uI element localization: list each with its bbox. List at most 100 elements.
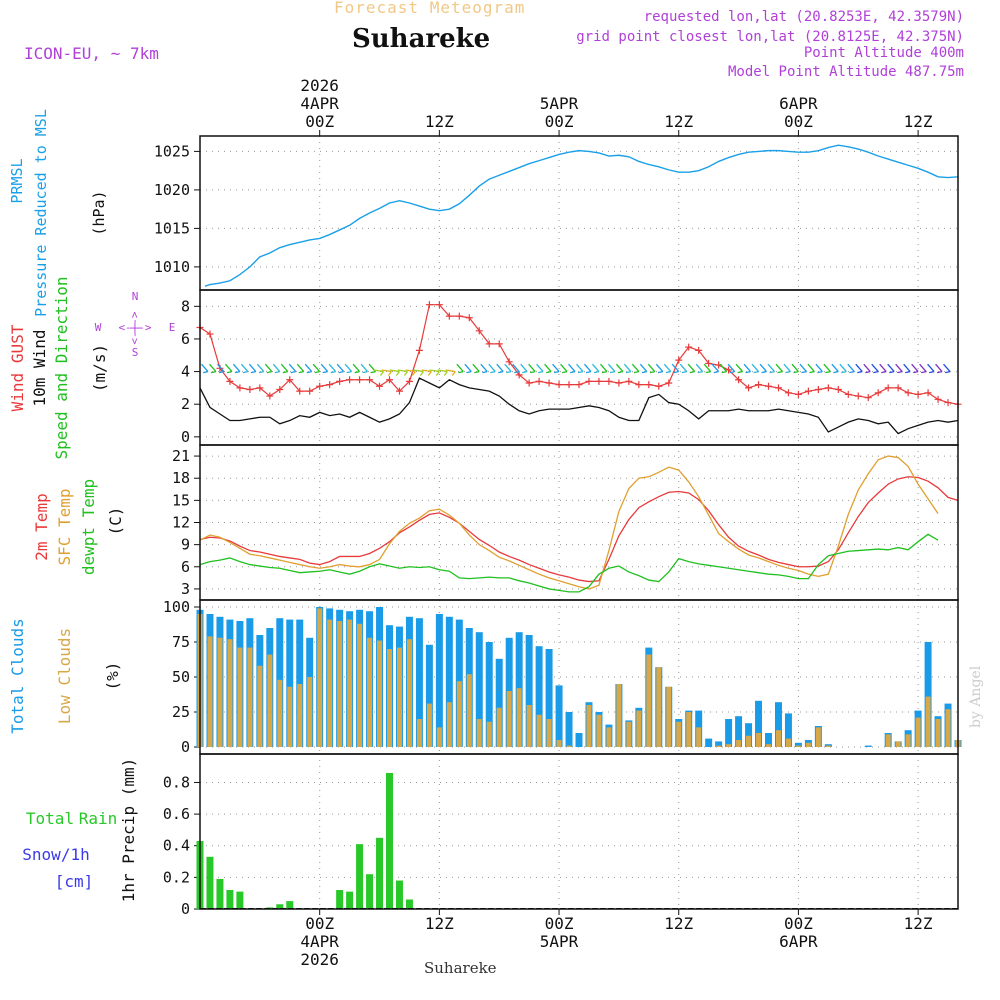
total-cloud-bar: [475, 632, 483, 747]
top-time-label: 12Z: [425, 112, 454, 131]
wind-gust-point: [824, 384, 832, 392]
cloud-label-total: Total Clouds: [8, 618, 27, 734]
y-tick-label: 0: [181, 900, 190, 918]
wind-gust-point: [475, 327, 483, 335]
rain-bar: [206, 856, 214, 909]
top-time-label: 00Z: [545, 112, 574, 131]
y-tick-label: 25: [172, 703, 190, 721]
wind-gust-point: [854, 392, 862, 400]
wind-direction-arrow: [405, 369, 416, 376]
wind-gust-point: [814, 386, 822, 394]
y-tick-label: 6: [181, 330, 190, 348]
low-cloud-bar: [676, 721, 682, 747]
wind-direction-arrow: [927, 363, 935, 374]
low-cloud-bar: [396, 647, 402, 747]
wind-gust-point: [435, 301, 443, 309]
wind-gust-point: [924, 389, 932, 397]
low-cloud-bar: [646, 654, 652, 747]
wind-direction-arrow: [248, 363, 257, 374]
total-cloud-bar: [774, 702, 782, 747]
wind-direction-arrow: [743, 363, 752, 374]
low-cloud-bar: [716, 745, 722, 747]
wind-direction-arrow: [480, 363, 488, 374]
wind-gust-point: [635, 381, 643, 389]
low-cloud-bar: [885, 734, 891, 747]
wind-direction-arrow: [631, 363, 640, 374]
bottom-time-label: 12Z: [425, 914, 454, 933]
wind-gust-point: [565, 381, 573, 389]
wind-direction-arrow: [615, 363, 624, 374]
rain-bar: [286, 901, 294, 909]
total-cloud-bar: [495, 658, 503, 747]
meteogram-subtitle: Forecast Meteogram: [334, 0, 526, 17]
low-cloud-bar: [416, 719, 422, 747]
wind-direction-arrow: [536, 363, 544, 374]
wind-gust-point: [555, 381, 563, 389]
wind-gust-point: [794, 390, 802, 398]
wind-direction-arrow: [623, 363, 632, 374]
direction-legend-n: N: [132, 290, 139, 303]
wind-direction-arrow: [799, 363, 807, 374]
y-tick-label: 15: [172, 491, 190, 509]
wind-gust-point: [276, 386, 284, 394]
wind-direction-arrow: [879, 363, 887, 374]
direction-legend-e: E: [169, 321, 176, 334]
low-cloud-bar: [566, 745, 572, 747]
wind-gust-point: [765, 382, 772, 390]
wind-gust-point: [495, 340, 503, 348]
wind-gust-point: [595, 377, 603, 385]
wind-direction-arrow: [429, 369, 440, 376]
low-cloud-bar: [696, 727, 702, 747]
temp-label-2m: 2m Temp: [32, 493, 51, 560]
total-cloud-bar: [765, 733, 772, 747]
wind-gust-point: [246, 386, 254, 394]
wind-direction-arrow: [496, 363, 504, 374]
rain-bar: [366, 874, 374, 909]
wind-direction-arrow: [663, 363, 672, 374]
low-cloud-bar: [766, 744, 771, 747]
bottom-time-label: 4APR: [300, 932, 339, 951]
y-tick-label: 2: [181, 395, 190, 413]
low-cloud-bar: [805, 742, 811, 747]
direction-legend-w: W: [95, 321, 102, 334]
rain-bar: [376, 837, 384, 909]
low-cloud-bar: [945, 709, 951, 747]
wind-gust-point: [366, 376, 374, 384]
y-tick-label: 1025: [154, 142, 190, 160]
wind-direction-arrow: [679, 363, 688, 374]
total-cloud-bar: [794, 742, 802, 747]
wind-gust-point: [296, 387, 304, 395]
wind-gust-point: [485, 340, 493, 348]
direction-legend-arrow-h: <-|->: [118, 321, 151, 334]
wind-direction-arrow: [560, 363, 568, 374]
credit-watermark: by Angel: [968, 665, 984, 728]
wind-direction-arrow: [288, 363, 297, 374]
wind-direction-arrow: [767, 363, 775, 374]
low-cloud-bar: [237, 647, 243, 747]
total-cloud-bar: [784, 713, 792, 747]
wind-gust-point: [735, 376, 743, 384]
wind-direction-arrow: [552, 363, 560, 374]
bottom-time-label: 12Z: [664, 914, 693, 933]
low-cloud-bar: [476, 719, 482, 747]
precip-label-rain: Rain: [79, 809, 118, 828]
wind-direction-arrow: [504, 363, 512, 374]
y-tick-label: 1010: [154, 258, 190, 276]
wind-direction-arrow: [815, 363, 823, 374]
total-cloud-bar: [864, 745, 872, 747]
low-cloud-bar: [257, 665, 263, 747]
wind-direction-arrow: [544, 363, 552, 374]
rain-bar: [356, 844, 364, 909]
wind-direction-arrow: [312, 363, 321, 374]
bottom-time-label: 2026: [300, 950, 339, 969]
wind-gust-point: [745, 384, 753, 392]
y-tick-label: 12: [172, 514, 190, 532]
wind-gust-point: [206, 330, 214, 338]
top-time-label: 5APR: [540, 94, 579, 113]
low-cloud-bar: [686, 712, 692, 747]
wind-gust-point: [525, 379, 533, 387]
wind-direction-arrow: [703, 363, 712, 374]
wind-direction-arrow: [224, 363, 233, 374]
low-cloud-bar: [426, 703, 432, 747]
wind-gust-point: [226, 377, 234, 385]
